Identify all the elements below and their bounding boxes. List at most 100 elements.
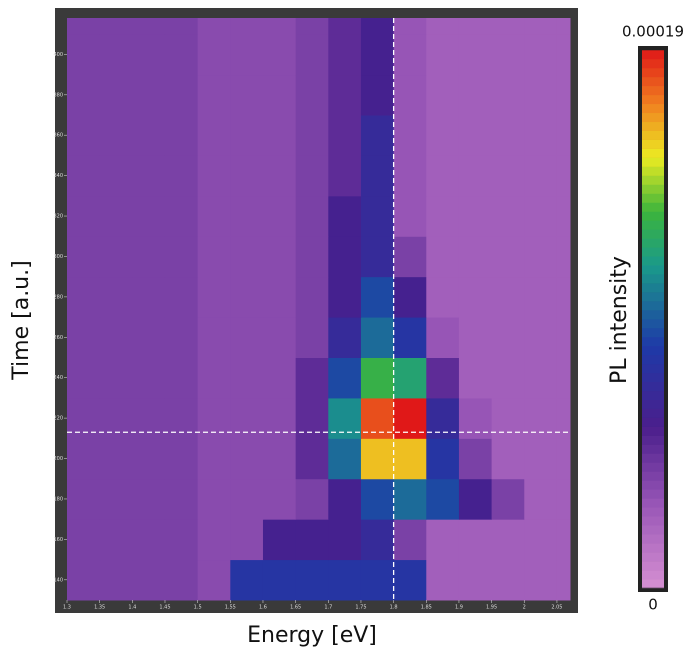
heatmap-cell (230, 317, 264, 358)
heatmap-cell (491, 155, 525, 197)
colorbar-segment (642, 94, 664, 105)
heatmap-cell (328, 357, 362, 399)
heatmap-cell (491, 438, 525, 480)
heatmap-cell (524, 34, 558, 76)
heatmap-cell (99, 519, 133, 561)
colorbar-segment (642, 453, 664, 463)
heatmap-cell (295, 438, 329, 480)
colorbar-segment (642, 256, 664, 266)
heatmap-cell (164, 195, 199, 237)
heatmap-cell (197, 357, 231, 399)
heatmap-cell (132, 519, 166, 561)
heatmap-cell (426, 317, 460, 358)
heatmap-cell (393, 195, 427, 237)
heatmap-cell (295, 74, 329, 116)
heatmap-cell (262, 195, 297, 237)
colorbar-segment (642, 561, 664, 571)
heatmap-cell (360, 357, 395, 399)
heatmap-cell (393, 34, 427, 76)
heatmap-cell (99, 115, 133, 156)
heatmap-cell (328, 195, 362, 237)
heatmap-cell (164, 236, 199, 278)
y-tick-label: 260 (53, 335, 63, 341)
heatmap-cell (393, 317, 427, 358)
heatmap-cell (262, 478, 297, 520)
heatmap-cell (426, 559, 460, 601)
heatmap-cell (426, 276, 460, 318)
heatmap-cell (99, 559, 133, 601)
heatmap-cell (99, 155, 133, 197)
heatmap-cell (458, 519, 493, 561)
heatmap-cell (99, 357, 133, 399)
heatmap-cell (164, 276, 199, 318)
colorbar-segment (642, 175, 664, 185)
heatmap-cell (295, 155, 329, 197)
colorbar-segment (642, 444, 664, 454)
heatmap-cell (491, 115, 525, 156)
heatmap-cell (426, 115, 460, 156)
heatmap-cell (328, 155, 362, 197)
colorbar-segment (642, 229, 664, 239)
heatmap-cell (132, 236, 166, 278)
heatmap-cell (524, 519, 558, 561)
heatmap-cell (197, 195, 231, 237)
heatmap-cell (197, 438, 231, 480)
heatmap-cell (426, 155, 460, 197)
heatmap-cell (556, 18, 571, 35)
colorbar-segment (642, 148, 664, 158)
heatmap-cell (295, 236, 329, 278)
heatmap-cell (132, 34, 166, 76)
heatmap-cell (426, 34, 460, 76)
x-tick-label: 1.3 (63, 605, 71, 611)
colorbar-segment (642, 489, 664, 499)
colorbar-segment (642, 238, 664, 248)
heatmap-cell (230, 18, 264, 35)
heatmap-cell (164, 155, 199, 197)
heatmap-cell (99, 276, 133, 318)
heatmap-cell (67, 357, 101, 399)
colorbar-segment (642, 426, 664, 436)
heatmap-cell (524, 115, 558, 156)
heatmap-cell (262, 559, 297, 601)
heatmap-cell (556, 357, 571, 399)
colorbar-segment (642, 139, 664, 149)
heatmap-cell (67, 155, 101, 197)
heatmap-cell (132, 438, 166, 480)
heatmap-cell (458, 115, 493, 156)
x-tick-label: 1.95 (486, 605, 497, 611)
colorbar-segment (642, 220, 664, 230)
heatmap-cell (295, 34, 329, 76)
y-tick-label: 380 (53, 92, 63, 98)
x-tick-label: 2.05 (551, 605, 562, 611)
heatmap-cell (230, 236, 264, 278)
heatmap-cell (132, 478, 166, 520)
heatmap-cell (197, 74, 231, 116)
x-tick-label: 1.65 (290, 605, 301, 611)
x-tick-label: 1.6 (259, 605, 267, 611)
heatmap-cell (426, 357, 460, 399)
heatmap-cell (458, 18, 493, 35)
heatmap-cell (164, 18, 199, 35)
heatmap-cell (426, 236, 460, 278)
heatmap-cell (556, 559, 571, 601)
colorbar-segment (642, 345, 664, 356)
colorbar-segment (642, 354, 664, 365)
colorbar-tick-label: 0.00019 (622, 23, 684, 41)
heatmap-cell (458, 478, 493, 520)
heatmap-cell (524, 74, 558, 116)
x-tick-label: 1.9 (455, 605, 463, 611)
heatmap-cell (328, 438, 362, 480)
heatmap-cell (556, 438, 571, 480)
colorbar-segment (642, 579, 664, 589)
x-tick-label: 1.55 (225, 605, 236, 611)
heatmap-cell (491, 74, 525, 116)
heatmap-cell (328, 559, 362, 601)
heatmap-cell (197, 276, 231, 318)
colorbar-segment (642, 543, 664, 553)
heatmap-cell (328, 478, 362, 520)
heatmap-cell (67, 519, 101, 561)
heatmap-cell (393, 559, 427, 601)
heatmap-cell (393, 18, 427, 35)
heatmap-cell (328, 519, 362, 561)
heatmap-cell (393, 236, 427, 278)
